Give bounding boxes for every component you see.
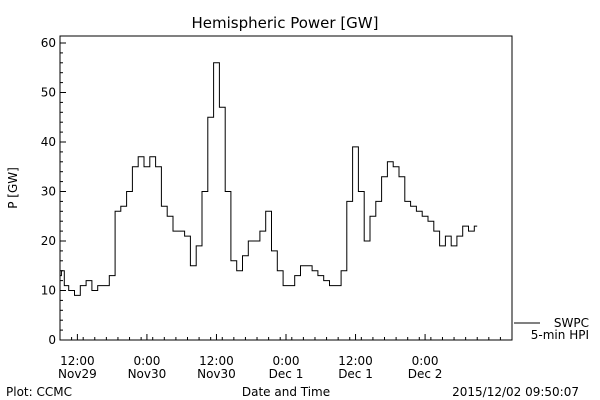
x-tick-label: 0:00	[133, 354, 160, 368]
y-tick-label: 30	[41, 185, 56, 199]
y-tick-label: 0	[48, 333, 56, 347]
legend-label-line2: 5-min HPI	[531, 328, 589, 342]
plot-timestamp: 2015/12/02 09:50:07	[452, 385, 579, 399]
series-line-hpi	[60, 62, 478, 296]
y-tick-label: 50	[41, 86, 56, 100]
chart-title: Hemispheric Power [GW]	[192, 14, 379, 32]
y-tick-label: 40	[41, 135, 56, 149]
x-tick-label-date: Dec 1	[338, 367, 373, 381]
x-axis-label: Date and Time	[242, 385, 330, 399]
x-tick-label-date: Dec 1	[269, 367, 304, 381]
x-tick-label: 0:00	[412, 354, 439, 368]
y-tick-label: 60	[41, 36, 56, 50]
plot-frame	[59, 35, 513, 341]
y-axis-label: P [GW]	[6, 167, 20, 209]
y-tick-label: 10	[41, 284, 56, 298]
x-tick-label-date: Dec 2	[408, 367, 443, 381]
x-tick-label: 12:00	[199, 354, 234, 368]
x-tick-label-date: Nov29	[58, 367, 97, 381]
x-tick-label: 0:00	[273, 354, 300, 368]
x-tick-label: 12:00	[60, 354, 95, 368]
x-tick-label-date: Nov30	[128, 367, 167, 381]
x-tick-label: 12:00	[338, 354, 373, 368]
y-axis: 0 10 20 30 40 50 60	[41, 36, 66, 347]
y-tick-label: 20	[41, 234, 56, 248]
legend-label-line1: SWPC	[554, 316, 589, 330]
plot-credit: Plot: CCMC	[6, 385, 72, 399]
x-tick-label-date: Nov30	[197, 367, 236, 381]
